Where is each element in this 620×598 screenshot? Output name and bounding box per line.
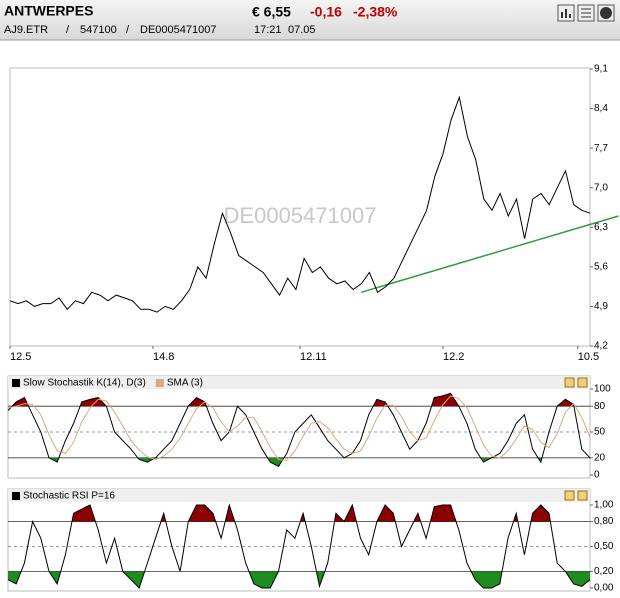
x-tick-label: 12.2	[443, 351, 464, 363]
overbought-area	[8, 505, 590, 522]
title: ANTWERPES	[4, 3, 93, 19]
y-tick-label: 4,9	[594, 301, 608, 312]
icon	[581, 8, 591, 18]
y-tick-label: 1,00	[594, 500, 614, 511]
y-tick-label: 80	[594, 401, 606, 412]
icon	[600, 7, 612, 19]
panel-header	[8, 376, 590, 389]
toolbar	[557, 4, 615, 22]
wkn: 547100	[80, 24, 117, 36]
x-tick-label: 12.5	[10, 351, 31, 363]
legend-label: Stochastic RSI P=16	[23, 491, 115, 502]
y-tick-label: 8,4	[594, 103, 608, 114]
legend-swatch	[12, 379, 20, 387]
y-tick-label: 50	[594, 427, 606, 438]
x-tick-label: 10.5	[578, 351, 599, 363]
panel-button[interactable]	[564, 377, 575, 388]
trendline	[361, 215, 619, 294]
icon	[561, 9, 571, 18]
symbol: AJ9.ETR	[4, 24, 48, 36]
separator: /	[126, 24, 130, 36]
series-line	[7, 392, 591, 468]
x-tick-label: 14.8	[153, 351, 174, 363]
y-tick-label: 9,1	[594, 64, 608, 75]
y-tick-label: 0	[594, 470, 600, 481]
legend-swatch	[12, 492, 20, 500]
series-line	[7, 503, 591, 589]
y-tick-label: 20	[594, 452, 606, 463]
series-line	[7, 395, 591, 461]
header-bar	[0, 0, 620, 40]
separator: /	[66, 24, 70, 36]
y-tick-label: 0,00	[594, 583, 614, 594]
x-tick-label: 12.11	[300, 351, 327, 363]
y-tick-label: 7,7	[594, 143, 608, 154]
isin: DE0005471007	[140, 24, 216, 36]
change: -0,16	[310, 4, 342, 20]
y-tick-label: 7,0	[594, 182, 608, 193]
series-line	[9, 95, 591, 313]
legend-swatch	[155, 379, 164, 387]
y-tick-label: 4,2	[594, 341, 608, 352]
watermark: DE0005471007	[224, 203, 377, 228]
panel-button[interactable]	[577, 377, 588, 388]
price: € 6,55	[252, 4, 291, 20]
panel-header	[8, 489, 590, 502]
panel-button[interactable]	[577, 490, 588, 501]
legend-label: SMA (3)	[167, 378, 203, 389]
y-tick-label: 5,6	[594, 261, 608, 272]
y-tick-label: 6,3	[594, 222, 608, 233]
date: 07.05	[288, 24, 316, 36]
y-tick-label: 0,50	[594, 541, 614, 552]
legend-label: Slow Stochastik K(14), D(3)	[23, 378, 146, 389]
rsi-panel	[7, 488, 591, 592]
panel-button[interactable]	[564, 490, 575, 501]
y-tick-label: 0,20	[594, 566, 614, 577]
time: 17:21	[254, 24, 282, 36]
change-pct: -2,38%	[353, 4, 398, 20]
y-tick-label: 100	[594, 384, 611, 395]
y-tick-label: 0,80	[594, 516, 614, 527]
